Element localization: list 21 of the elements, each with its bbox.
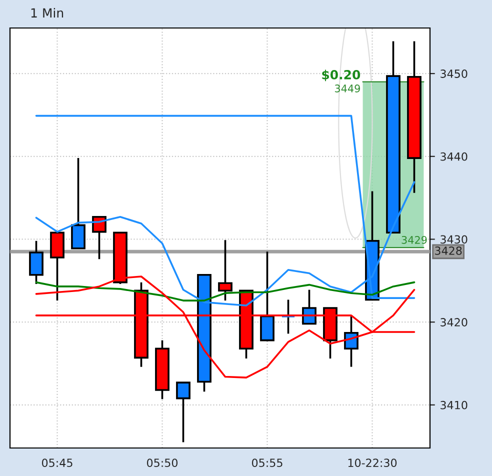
band-label: $0.20 — [322, 70, 360, 82]
y-tick-label: 3440 — [440, 152, 468, 161]
y-tick-label: 3410 — [440, 400, 468, 410]
candlestick — [344, 315, 358, 368]
candlestick — [218, 239, 232, 302]
x-tick-label: 05:50 — [146, 458, 178, 468]
chart-title: 1 Min — [31, 8, 64, 18]
candlestick — [176, 382, 190, 444]
candlestick — [302, 288, 316, 325]
line-series — [35, 281, 416, 302]
x-tick-label: 10-22:30 — [348, 458, 397, 468]
candlestick — [71, 157, 86, 250]
y-tick-label: 3430 — [440, 235, 468, 244]
candlestick — [280, 298, 296, 335]
x-tick-label: 05:45 — [42, 458, 72, 468]
y-tick-label: 3420 — [440, 318, 468, 326]
candlestick — [29, 240, 44, 285]
ref-line-label: 3449 — [334, 84, 360, 92]
x-tick-label: 05:55 — [252, 458, 282, 468]
ref-line-label: 3428 — [435, 246, 462, 255]
y-tick-label: 3450 — [440, 70, 468, 78]
